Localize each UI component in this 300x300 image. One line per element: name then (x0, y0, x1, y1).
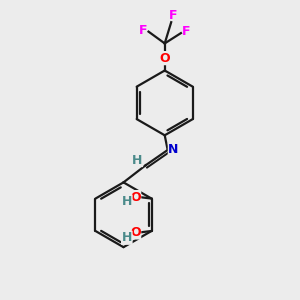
Text: O: O (130, 190, 141, 204)
Text: H: H (132, 154, 142, 166)
Text: F: F (168, 9, 177, 22)
Text: N: N (168, 143, 179, 156)
Text: H: H (122, 195, 132, 208)
Text: H: H (122, 231, 132, 244)
Text: O: O (130, 226, 141, 239)
Text: F: F (182, 25, 190, 38)
Text: F: F (139, 24, 148, 37)
Text: O: O (159, 52, 170, 64)
